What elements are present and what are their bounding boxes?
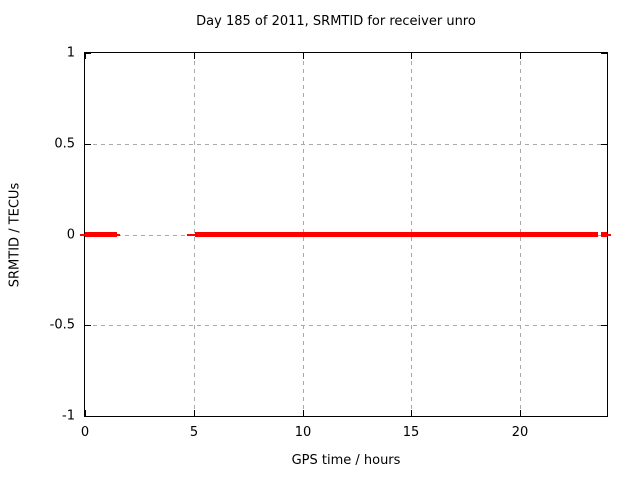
plot-area: 0 5 10 15 20 1 0.5 0 -0.5 -1 <box>50 46 611 440</box>
data-segment <box>601 232 608 237</box>
data-segment <box>116 233 120 236</box>
x-tick-mark-top <box>303 53 304 59</box>
y-axis-label: SRMTID / TECUs <box>7 182 23 288</box>
chart-title: Day 185 of 2011, SRMTID for receiver unr… <box>196 14 476 29</box>
y-tick-label: 0 <box>66 227 75 243</box>
data-segment <box>195 232 599 237</box>
x-tick-label: 0 <box>80 425 90 440</box>
data-segment <box>607 233 611 236</box>
y-tick-label: 1 <box>66 45 75 61</box>
y-tick-mark <box>85 416 91 417</box>
x-tick-mark <box>520 410 521 416</box>
data-segment <box>186 233 196 236</box>
gridline-horizontal <box>85 143 607 145</box>
y-tick-mark <box>85 325 91 326</box>
y-tick-label: -0.5 <box>49 317 75 333</box>
x-axis-label: GPS time / hours <box>291 453 401 468</box>
y-tick-mark <box>85 144 91 145</box>
x-tick-mark-top <box>520 53 521 59</box>
x-tick-mark <box>411 410 412 416</box>
x-tick-label: 15 <box>402 425 420 440</box>
x-tick-mark-top <box>194 53 195 59</box>
data-segment <box>79 233 85 236</box>
x-tick-mark <box>85 410 86 416</box>
x-tick-label: 20 <box>511 425 529 440</box>
x-tick-mark-top <box>411 53 412 59</box>
data-segment <box>85 232 117 237</box>
x-tick-label: 5 <box>189 425 199 440</box>
y-tick-mark-right <box>601 416 607 417</box>
gridline-horizontal <box>85 324 607 326</box>
y-tick-mark-right <box>601 144 607 145</box>
y-tick-label: 0.5 <box>54 136 75 152</box>
x-tick-mark <box>303 410 304 416</box>
x-tick-mark-top <box>85 53 86 59</box>
y-tick-label: -1 <box>62 408 75 424</box>
x-tick-mark <box>194 410 195 416</box>
x-tick-label: 10 <box>294 425 312 440</box>
y-tick-mark-right <box>601 325 607 326</box>
y-tick-mark <box>85 53 91 54</box>
y-tick-mark-right <box>601 53 607 54</box>
